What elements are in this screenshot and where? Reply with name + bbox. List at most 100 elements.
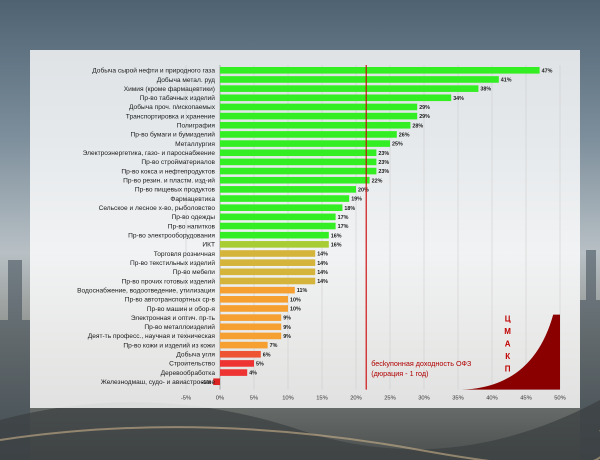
category-label: Пр-во одежды [172, 214, 216, 221]
bar [220, 222, 336, 230]
bar [213, 378, 220, 386]
category-label: Электроэнергетика, газо- и пароснабжение [83, 149, 216, 157]
bar [220, 213, 336, 221]
value-label: 9% [283, 334, 291, 340]
value-label: 34% [453, 96, 464, 102]
category-label: Пр-во прочих готовых изделий [122, 277, 216, 285]
value-label: 23% [378, 169, 389, 175]
bar [220, 85, 479, 92]
category-label: Пр-во электрооборудования [128, 231, 215, 239]
category-label: Металлургия [175, 141, 215, 148]
category-label: Сельское и лесное х-во, рыболовство [99, 204, 216, 212]
x-tick-label: 25% [384, 396, 396, 402]
category-label: Электронная и оптич. пр-ть [131, 315, 216, 322]
logo-letter: Ц [505, 315, 511, 324]
value-label: 4% [249, 371, 257, 377]
category-label: Пр-во табачных изделий [140, 94, 216, 102]
bar [220, 158, 377, 166]
value-label: 29% [419, 114, 430, 120]
logo-curve [461, 314, 560, 390]
value-label: 9% [283, 325, 291, 331]
bar [220, 350, 261, 358]
bar [220, 332, 282, 340]
category-label: Пр-во напитков [168, 223, 216, 230]
bar [220, 360, 254, 367]
bar [220, 121, 411, 129]
category-label: ИКТ [202, 242, 215, 249]
bar [220, 103, 418, 111]
value-label: 7% [270, 343, 278, 349]
category-label: Полиграфия [177, 123, 216, 130]
category-label: Пр-во мебели [173, 268, 216, 276]
bar [220, 112, 418, 120]
value-label: 16% [331, 242, 342, 248]
category-label: Добыча сырой нефти и природного газа [92, 67, 215, 75]
bar [220, 305, 288, 312]
value-label: 17% [338, 215, 349, 221]
category-label: Пр-во кокса и нефтепродуктов [121, 168, 215, 175]
category-label: Деят-ть професс., научная и техническая [88, 333, 216, 340]
value-label: 23% [378, 151, 389, 157]
bar [220, 140, 390, 147]
x-tick-label: 15% [316, 396, 328, 402]
x-tick-label: -5% [181, 396, 191, 402]
value-label: 6% [263, 352, 271, 358]
value-label: 9% [283, 316, 291, 322]
x-tick-label: 45% [520, 396, 532, 402]
value-label: 10% [290, 307, 301, 313]
bar [220, 250, 316, 257]
bar [220, 241, 329, 248]
value-label: 11% [297, 288, 308, 294]
bar [220, 131, 397, 138]
x-tick-label: 5% [250, 396, 258, 402]
bar [220, 286, 295, 294]
bar [220, 268, 316, 276]
category-label: Торговля розничная [154, 251, 216, 258]
x-tick-label: 30% [418, 396, 430, 402]
value-label: 14% [317, 270, 328, 276]
bar [220, 186, 356, 193]
value-label: 16% [331, 233, 342, 239]
category-label: Железнодмаш, судо- и авиастроение [101, 379, 216, 386]
bar [220, 259, 316, 266]
bar [220, 149, 377, 157]
category-label: Добыча метал. руд [157, 76, 215, 84]
value-label: 20% [358, 187, 369, 193]
x-tick-label: 40% [486, 396, 498, 402]
bar [220, 94, 452, 102]
category-label: Пр-во автотранспортных ср-в [125, 297, 216, 304]
reference-line-label: бесkупонная доходность ОФЗ [371, 359, 471, 368]
bar [220, 231, 329, 239]
value-label: 38% [480, 87, 491, 93]
value-label: 22% [372, 178, 383, 184]
logo-letter: М [504, 327, 511, 336]
category-label: Пр-во резин. и пластм. изд-ий [123, 177, 215, 185]
bar [220, 76, 499, 83]
bar [220, 195, 350, 202]
category-label: Пр-во пищевых продуктов [135, 187, 216, 194]
category-label: Строительство [169, 361, 215, 368]
value-label: -1% [202, 380, 212, 386]
value-label: 14% [317, 279, 328, 285]
category-label: Пр-во металлоизделий [144, 323, 215, 331]
value-label: 19% [351, 197, 362, 203]
bar [220, 323, 282, 331]
category-label: Пр-во кожи и изделий из кожи [123, 341, 215, 349]
x-tick-label: 10% [282, 396, 294, 402]
value-label: 5% [256, 362, 264, 368]
logo-letter: А [505, 340, 511, 349]
value-label: 18% [344, 206, 355, 212]
value-label: 23% [378, 160, 389, 166]
bar [220, 176, 370, 184]
value-label: 10% [290, 297, 301, 303]
value-label: 47% [542, 68, 553, 74]
bar [220, 296, 288, 303]
category-label: Добыча угля [176, 351, 215, 359]
category-label: Добыча проч. п/ископаемых [129, 103, 216, 111]
x-tick-label: 20% [350, 396, 362, 402]
category-label: Деревообработка [161, 369, 216, 377]
bar [220, 167, 377, 175]
value-label: 28% [412, 123, 423, 129]
